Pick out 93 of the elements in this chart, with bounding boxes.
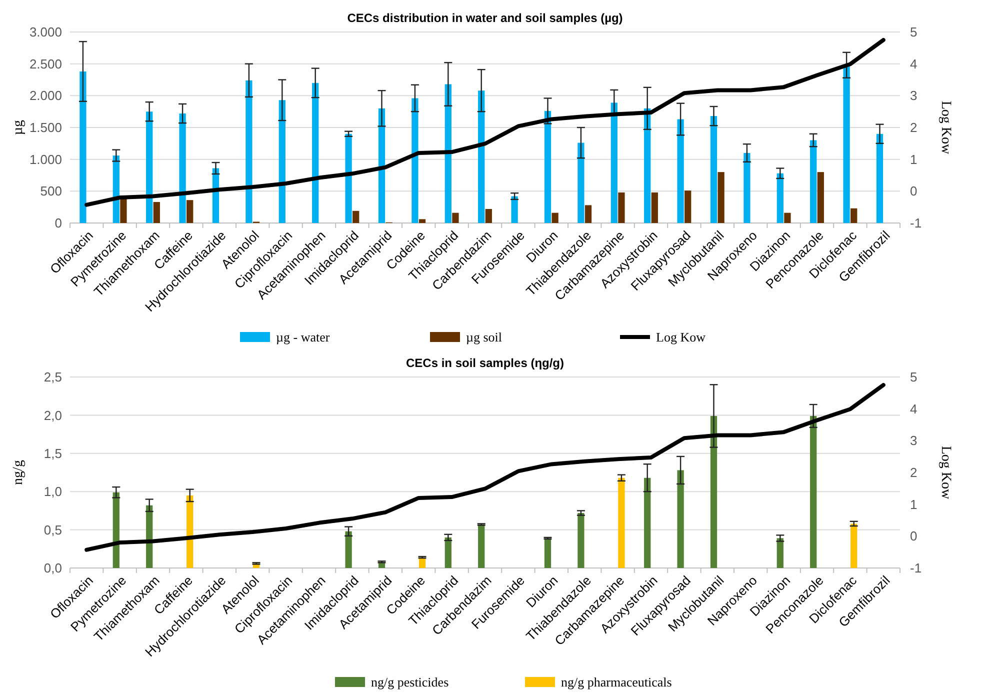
- bar: [478, 90, 485, 223]
- y2-axis-title: Log Kow: [938, 446, 953, 500]
- bar: [710, 416, 718, 568]
- y-tick-label: 2,5: [44, 370, 62, 385]
- bar: [179, 113, 186, 223]
- chart-title: CECs in soil samples (ηg/g): [406, 356, 564, 370]
- bar: [345, 531, 352, 568]
- y-tick-label: 3.000: [29, 24, 62, 40]
- bar: [511, 196, 518, 223]
- bar: [412, 98, 418, 223]
- y-axis-title: ng/g: [11, 460, 26, 485]
- y-tick-label: 2,0: [44, 408, 62, 423]
- legend-label: ng/g pesticides: [371, 674, 449, 690]
- bar: [718, 172, 724, 223]
- bar: [578, 142, 584, 223]
- bar: [784, 212, 791, 223]
- y2-tick-label: 0: [910, 528, 918, 544]
- y-tick-label: 2.500: [29, 56, 62, 72]
- y2-tick-label: 5: [910, 370, 918, 385]
- bar: [345, 134, 352, 223]
- y2-tick-label: 5: [910, 24, 918, 40]
- bar: [618, 192, 625, 223]
- bar: [544, 538, 552, 568]
- y-tick-label: 2.000: [29, 88, 62, 104]
- y2-tick-label: 2: [910, 465, 918, 480]
- bar: [452, 212, 459, 223]
- bar: [378, 108, 386, 223]
- y-tick-label: 1,5: [44, 446, 62, 461]
- bar: [485, 208, 492, 223]
- bar: [677, 119, 684, 223]
- bar: [146, 112, 153, 223]
- y2-tick-label: -1: [910, 216, 922, 231]
- line-series: [84, 38, 886, 207]
- y-tick-label: 0,0: [44, 560, 62, 576]
- y2-tick-label: 1: [910, 496, 918, 512]
- legend-label: ng/g pharmaceuticals: [561, 674, 672, 690]
- y2-tick-label: 3: [910, 433, 918, 448]
- y-axis-title: µg: [11, 120, 26, 136]
- y-tick-label: 1.500: [29, 120, 62, 136]
- bar: [153, 202, 160, 223]
- y-tick-label: 1.000: [29, 152, 62, 167]
- bar: [610, 102, 618, 223]
- y2-tick-label: -1: [910, 560, 922, 576]
- bar: [776, 538, 784, 568]
- y-tick-label: 1,0: [44, 484, 62, 500]
- line-series: [84, 382, 886, 552]
- y-tick-label: 0: [54, 216, 62, 231]
- bar: [80, 71, 86, 223]
- bar: [552, 212, 558, 223]
- bar: [644, 478, 651, 568]
- bar: [684, 190, 692, 223]
- bar: [677, 470, 684, 568]
- y2-tick-label: 0: [910, 184, 918, 199]
- bar: [578, 512, 584, 568]
- bar: [186, 495, 194, 568]
- bar: [817, 172, 824, 223]
- bar: [312, 82, 319, 223]
- bar: [444, 537, 452, 568]
- bar: [444, 84, 452, 223]
- bar: [850, 524, 858, 568]
- bar: [418, 219, 426, 223]
- bar: [584, 205, 592, 223]
- bar: [352, 210, 360, 223]
- bar: [120, 198, 127, 223]
- legend-label: µg soil: [466, 330, 502, 345]
- bar: [186, 200, 194, 223]
- y2-tick-label: 2: [910, 120, 918, 136]
- bar: [850, 208, 858, 223]
- y2-tick-label: 4: [910, 56, 918, 72]
- bar: [278, 100, 286, 223]
- bar: [618, 478, 625, 568]
- bar: [810, 416, 817, 568]
- legend-label: µg - water: [276, 330, 330, 345]
- bar: [843, 65, 850, 223]
- y-tick-label: 0,5: [44, 522, 62, 538]
- y-tick-label: 500: [40, 184, 62, 199]
- chart-title: CECs distribution in water and soil samples (µg): [347, 11, 623, 25]
- bar: [810, 140, 817, 223]
- bar: [112, 492, 120, 568]
- bar: [710, 116, 718, 223]
- bar: [246, 80, 252, 223]
- y2-axis-title: Log Kow: [938, 100, 953, 156]
- bar: [651, 192, 658, 223]
- y2-tick-label: 4: [910, 401, 918, 416]
- legend-label: Log Kow: [656, 330, 706, 345]
- bar: [478, 524, 485, 568]
- bar: [876, 134, 884, 223]
- bar: [744, 152, 750, 223]
- y2-tick-label: 3: [910, 88, 918, 104]
- bar: [544, 110, 552, 223]
- bar: [644, 108, 651, 223]
- y2-tick-label: 1: [910, 152, 918, 167]
- bar: [776, 173, 784, 223]
